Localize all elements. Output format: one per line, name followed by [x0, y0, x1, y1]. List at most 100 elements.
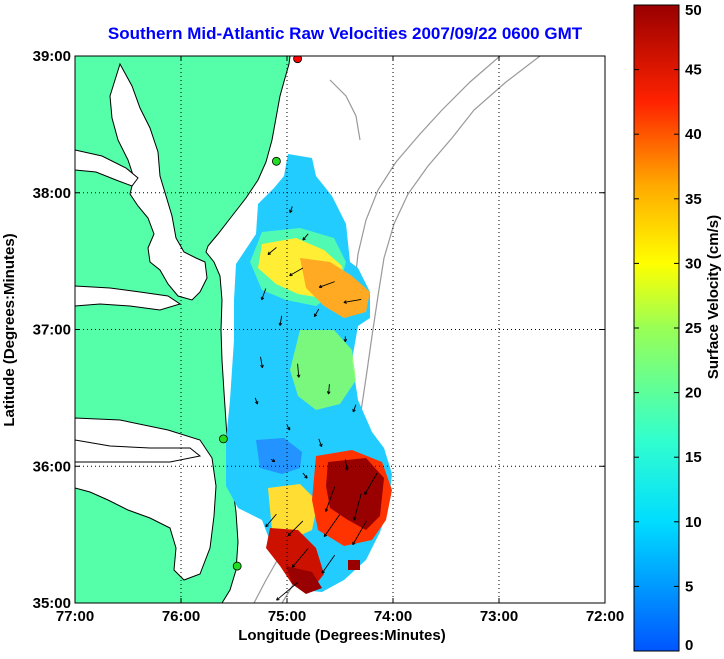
velocity-vector	[323, 513, 341, 537]
velocity-vector	[328, 384, 330, 395]
velocity-vector	[314, 308, 320, 317]
radar-station-marker	[293, 56, 302, 64]
velocity-vector	[279, 315, 283, 326]
velocity-vector-head	[352, 517, 357, 521]
colorbar-tick-label: 10	[685, 514, 702, 531]
x-tick-label: 73:00	[480, 608, 518, 625]
x-tick-label: 76:00	[162, 608, 200, 625]
velocity-zone-darkred	[326, 458, 384, 530]
velocity-vector-head	[318, 284, 323, 289]
colorbar-tick-label: 25	[685, 320, 702, 337]
y-tick-label: 37:00	[33, 322, 71, 339]
x-tick-label: 75:00	[268, 608, 306, 625]
colorbar-tick-label: 45	[685, 62, 702, 79]
velocity-vector	[289, 206, 293, 213]
potomac-river	[75, 149, 139, 187]
velocity-field	[226, 154, 392, 594]
velocity-vector-head	[286, 426, 291, 431]
velocity-vector-head	[287, 532, 292, 537]
velocity-vector-head	[326, 391, 331, 395]
james-river	[75, 285, 182, 311]
velocity-zone-green-south	[290, 330, 356, 410]
velocity-vector-head	[343, 338, 348, 343]
velocity-vector	[261, 288, 267, 300]
velocity-zone-blue	[256, 438, 302, 474]
velocity-vector-head	[267, 251, 272, 255]
colorbar-axis: 0 5 10 15 20 25 30 35 40 45 50	[634, 2, 702, 654]
albemarle-sound	[75, 439, 202, 463]
velocity-zone-darkred-spot	[348, 560, 360, 570]
velocity-vector	[287, 520, 304, 537]
radar-station-marker	[271, 156, 281, 166]
velocity-vector	[352, 404, 357, 413]
velocity-vector-head	[296, 374, 301, 378]
radar-station-marker	[232, 561, 242, 571]
colorbar-tick-label: 50	[685, 2, 702, 19]
velocity-vector	[321, 554, 336, 574]
velocity-vector-head	[321, 570, 325, 574]
velocity-vector	[291, 548, 309, 568]
radar-station-marker	[218, 434, 228, 444]
velocity-vector-head	[302, 237, 306, 241]
velocity-vector-head	[254, 401, 259, 405]
x-axis: 77:00 76:00 75:00 74:00 73:00 72:00	[56, 56, 624, 625]
chart-title: Southern Mid-Atlantic Raw Velocities 200…	[108, 24, 583, 43]
y-tick-label: 39:00	[33, 48, 71, 65]
velocity-zone-darkred-south	[286, 566, 322, 594]
velocity-vector-head	[323, 533, 328, 538]
velocity-vector-head	[319, 443, 323, 447]
velocity-vector	[319, 281, 335, 288]
velocity-vector	[265, 513, 277, 528]
velocity-vector-head	[324, 508, 329, 512]
colorbar-tick-label: 15	[685, 449, 702, 466]
velocity-vector	[352, 520, 367, 545]
velocity-zone-yellow-south	[268, 484, 318, 540]
velocity-vector	[302, 472, 308, 479]
y-tick-label: 35:00	[33, 595, 71, 612]
velocity-zone-orange	[300, 258, 370, 318]
velocity-vector	[289, 267, 304, 277]
x-tick-label: 77:00	[56, 608, 94, 625]
velocity-vector-head	[352, 541, 356, 546]
colorbar-tick-label: 0	[685, 637, 693, 654]
velocity-vectors	[254, 206, 378, 601]
velocity-vector-head	[260, 296, 265, 301]
velocity-vector	[260, 356, 263, 368]
velocity-vector	[318, 438, 323, 447]
velocity-vector	[302, 233, 309, 241]
velocity-vector-head	[278, 322, 283, 326]
colorbar-tick-label: 20	[685, 385, 702, 402]
velocity-vector-head	[313, 313, 318, 317]
x-tick-label: 72:00	[586, 608, 624, 625]
velocity-vector-head	[343, 300, 347, 304]
radar-stations	[218, 56, 302, 571]
velocity-vector-head	[276, 597, 280, 601]
colorbar-tick-label: 35	[685, 191, 702, 208]
velocity-vector-head	[289, 272, 293, 277]
colorbar	[633, 4, 680, 652]
velocity-vector	[364, 472, 378, 495]
velocity-vector	[353, 493, 362, 521]
velocity-vector	[267, 247, 277, 255]
x-axis-label: Longitude (Degrees:Minutes)	[238, 627, 446, 644]
colorbar-tick-label: 5	[685, 578, 693, 595]
colorbar-label: Surface Velocity (cm/s)	[705, 215, 722, 379]
velocity-vector	[254, 397, 258, 405]
velocity-vector-head	[265, 523, 269, 528]
velocity-vector-head	[344, 467, 349, 471]
y-tick-label: 38:00	[33, 185, 71, 202]
velocity-vector-head	[304, 475, 308, 479]
velocity-vector	[344, 459, 348, 471]
velocity-vector	[276, 582, 298, 601]
grid-lines	[75, 56, 605, 603]
x-tick-label: 74:00	[374, 608, 412, 625]
velocity-vector-head	[364, 491, 368, 495]
velocity-vector	[297, 363, 300, 378]
velocity-vector	[343, 298, 362, 303]
y-tick-label: 36:00	[33, 458, 71, 475]
velocity-vector-head	[289, 209, 293, 213]
velocity-vector-head	[260, 364, 264, 368]
velocity-vector-head	[352, 408, 356, 413]
velocity-vector-head	[291, 564, 296, 568]
